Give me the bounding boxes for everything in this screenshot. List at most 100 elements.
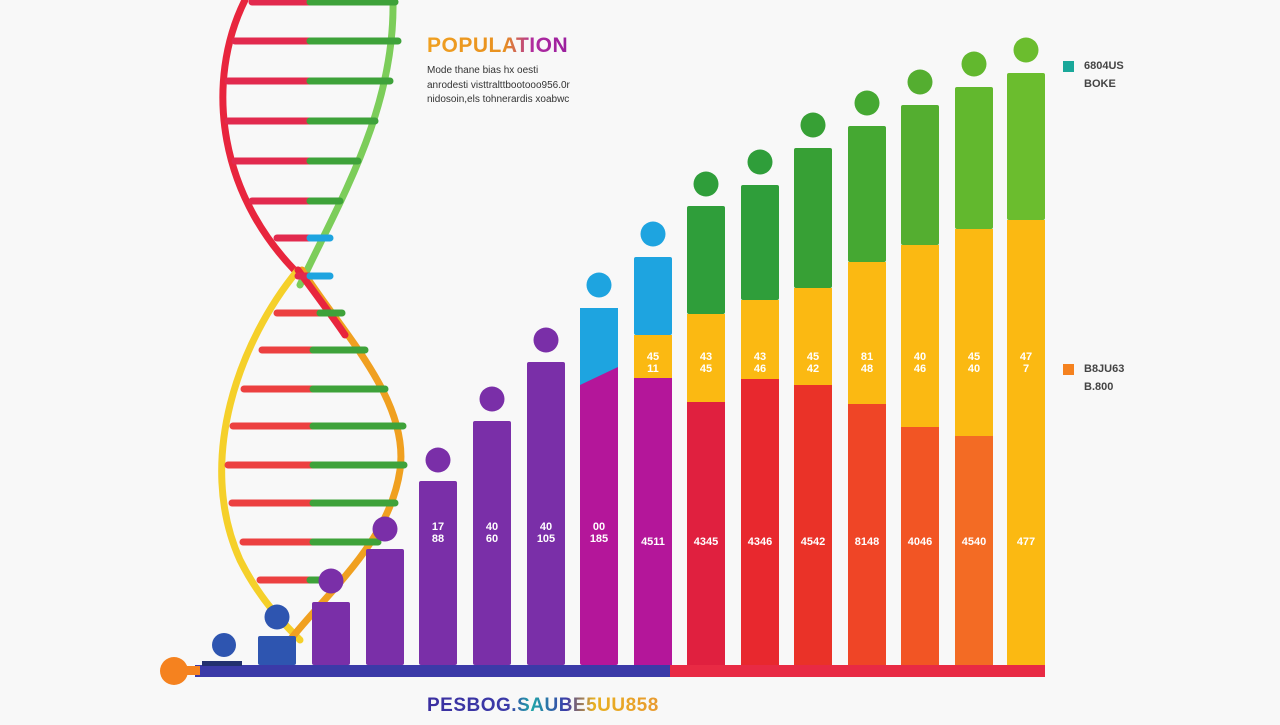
bar-value-label: 4345	[694, 536, 718, 548]
bar-value-label: 48	[861, 363, 873, 375]
baseline-red	[670, 665, 1045, 677]
bar-segment	[794, 288, 832, 385]
baseline-cap	[180, 666, 200, 675]
bar-segment	[1007, 73, 1045, 220]
bar-value-label: 43	[754, 351, 766, 363]
bar-segment	[634, 378, 672, 665]
bar-segment	[848, 126, 886, 262]
bar-value-label: 17	[432, 521, 444, 533]
bar-segment	[687, 402, 725, 665]
bar-top-dot	[586, 272, 612, 298]
bar-value-label: 45	[968, 351, 980, 363]
bar-segment	[580, 308, 618, 385]
bar-top-dot	[747, 149, 773, 175]
legend-item-teal: 6804US BOKE	[1063, 57, 1124, 93]
bar-segment	[901, 427, 939, 665]
legend-label-line: BOKE	[1084, 78, 1116, 90]
chart-subtitle: Mode thane bias hx oesti anrodesti vistt…	[427, 64, 597, 108]
bar-segment	[901, 245, 939, 427]
bar-value-label: 45	[647, 351, 659, 363]
bar-value-label: 43	[700, 351, 712, 363]
dna-strand-red-cross	[294, 266, 349, 339]
bar-top-dot	[854, 90, 880, 116]
legend-label-line: B8JU63	[1084, 363, 1125, 375]
bar-value-label: 60	[486, 533, 498, 545]
bar-value-label: 4046	[908, 536, 932, 548]
small-figure-dot	[212, 633, 236, 657]
bar-value-label: 4540	[962, 536, 986, 548]
bar-top-dot	[961, 51, 987, 77]
bar-segment	[634, 257, 672, 335]
bar-value-label: 47	[1020, 351, 1032, 363]
dna-strand-yellow	[218, 266, 304, 644]
bar-segment	[848, 262, 886, 404]
chart-title: POPULATION	[427, 34, 569, 57]
bar-value-label: 105	[537, 533, 555, 545]
legend-label: B8JU63 B.800	[1084, 360, 1124, 396]
bar-segment	[687, 206, 725, 314]
bar-segment	[741, 300, 779, 379]
bar-segment	[848, 404, 886, 665]
bar-segment	[473, 421, 511, 665]
bar-value-label: 185	[590, 533, 608, 545]
bar-top-dot	[693, 171, 719, 197]
subtitle-line: anrodesti visttralttbootooo956.0r	[427, 79, 570, 91]
bar-value-label: 11	[647, 363, 659, 375]
subtitle-line: nidosoin,els tohnerardis xoabwc	[427, 94, 570, 105]
bar-segment	[687, 314, 725, 402]
bar-value-label: 8148	[855, 536, 879, 548]
small-figure-base	[202, 661, 242, 666]
bar-value-label: 45	[700, 363, 712, 375]
legend-label: 6804US BOKE	[1084, 57, 1124, 93]
bar-top-dot	[1013, 37, 1039, 63]
bar-segment	[1007, 220, 1045, 665]
bar-value-label: 7	[1023, 363, 1029, 375]
x-axis-label: PESBOG.SAUBE5UU858	[427, 695, 659, 716]
dna-strand-red	[219, 0, 314, 289]
bar-value-label: 00	[593, 521, 605, 533]
bar-value-label: 42	[807, 363, 819, 375]
baseline-blue	[195, 665, 670, 677]
bar-value-label: 4511	[641, 536, 665, 548]
bar-segment	[955, 87, 993, 229]
bar-segment	[366, 549, 404, 665]
bar-value-label: 81	[861, 351, 873, 363]
bar-value-label: 4542	[801, 536, 825, 548]
legend-label-line: B.800	[1084, 381, 1114, 393]
bar-segment	[794, 148, 832, 288]
bar-top-dot	[533, 327, 559, 353]
bar-segment	[312, 602, 350, 665]
origin-dot	[160, 657, 188, 685]
bar-segment	[901, 105, 939, 245]
legend-label-line: 6804US	[1084, 60, 1124, 72]
bar-segment	[634, 335, 672, 378]
subtitle-line: Mode thane bias hx oesti	[427, 65, 539, 76]
legend-swatch-orange	[1063, 364, 1074, 375]
bar-top-dot	[318, 568, 344, 594]
bar-segment	[741, 379, 779, 665]
bar-segment	[527, 362, 565, 665]
bar-top-dot	[372, 516, 398, 542]
bar-value-label: 40	[914, 351, 926, 363]
bar-value-label: 88	[432, 533, 444, 545]
bar-top-dot	[479, 386, 505, 412]
legend-item-orange: B8JU63 B.800	[1063, 360, 1124, 396]
bar-segment	[955, 436, 993, 665]
bar-segment	[955, 229, 993, 436]
bar-top-dot	[264, 604, 290, 630]
bar-segment	[419, 481, 457, 665]
bar-top-dot	[800, 112, 826, 138]
bar-top-dot	[640, 221, 666, 247]
bar-value-label: 40	[968, 363, 980, 375]
bar-top-dot	[907, 69, 933, 95]
bar-value-label: 477	[1017, 536, 1035, 548]
bar-segment	[258, 636, 296, 665]
bar-value-label: 46	[914, 363, 926, 375]
bar-value-label: 4346	[748, 536, 772, 548]
bar-value-label: 46	[754, 363, 766, 375]
legend-swatch-teal	[1063, 61, 1074, 72]
bar-value-label: 40	[540, 521, 552, 533]
bar-value-label: 45	[807, 351, 819, 363]
